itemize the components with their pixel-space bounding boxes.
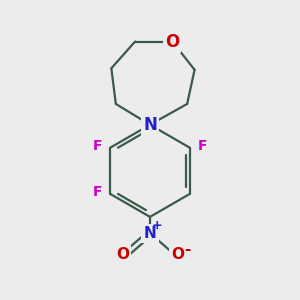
Text: F: F <box>198 139 207 153</box>
Text: O: O <box>171 248 184 262</box>
Text: F: F <box>93 185 102 200</box>
Text: +: + <box>151 219 162 232</box>
Text: O: O <box>165 32 179 50</box>
Text: F: F <box>93 139 102 153</box>
Text: N: N <box>143 116 157 134</box>
Text: N: N <box>144 226 156 241</box>
Text: -: - <box>184 242 191 257</box>
Text: O: O <box>116 248 129 262</box>
